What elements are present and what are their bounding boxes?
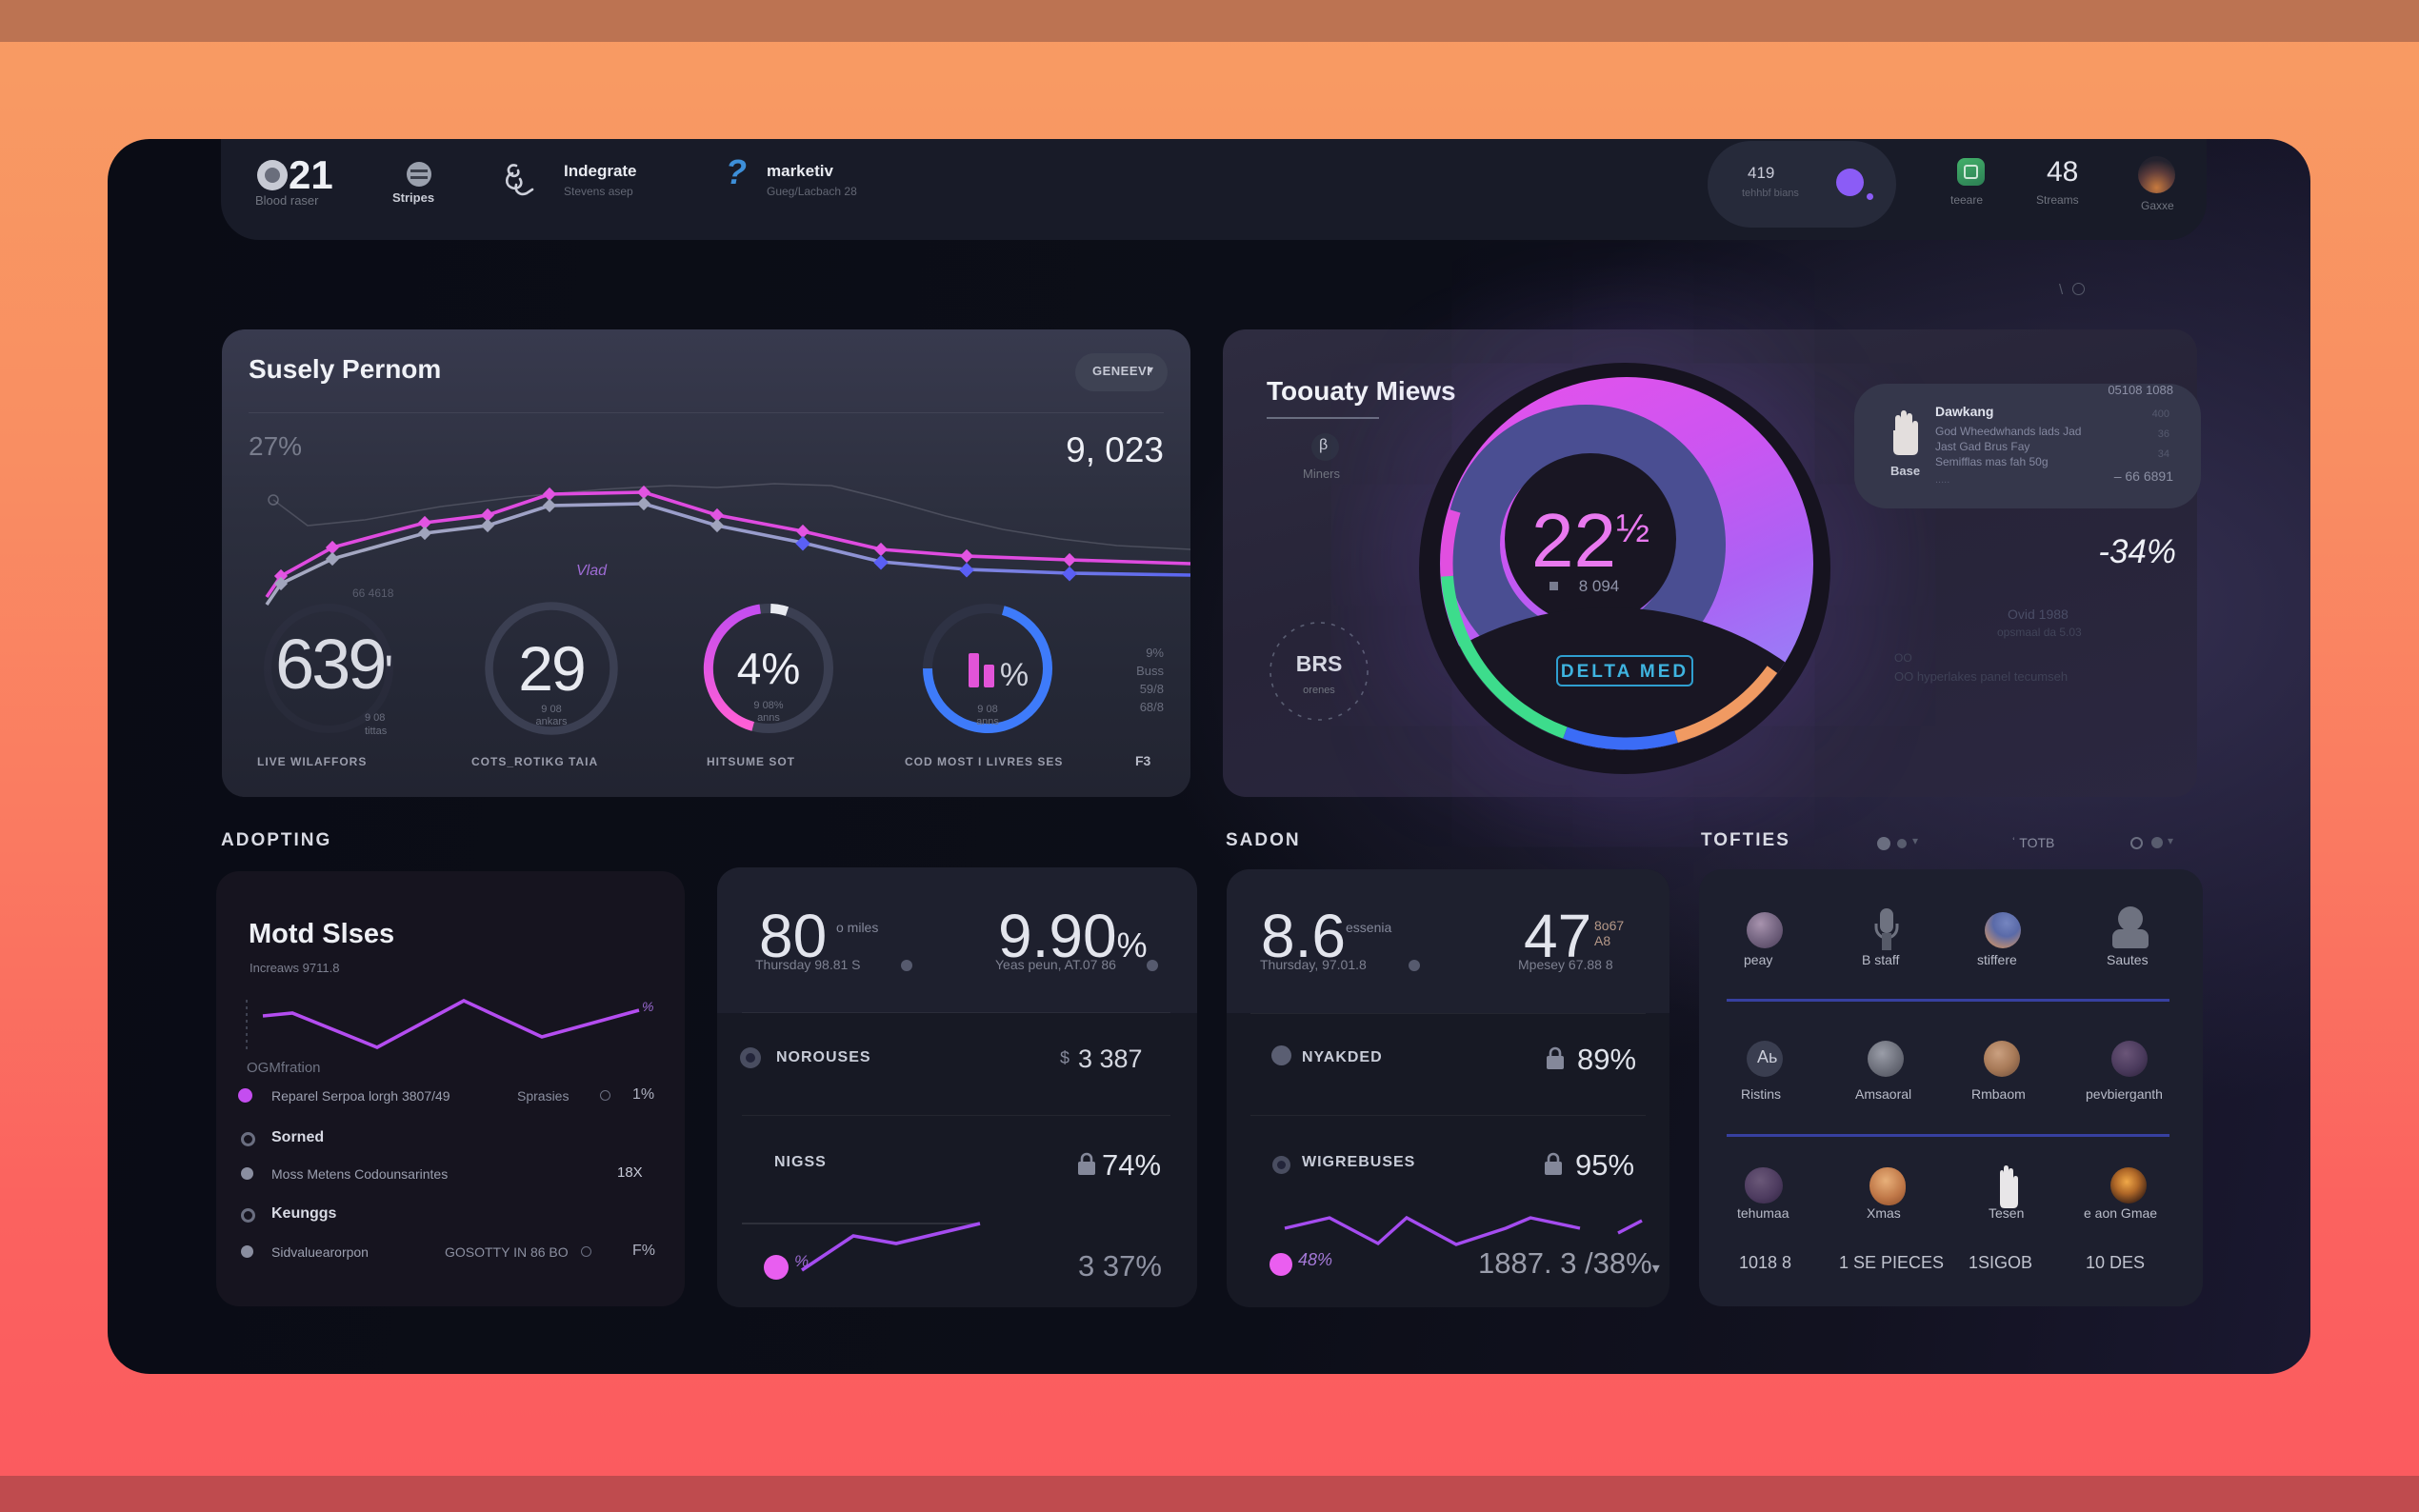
svg-text:9 08: 9 08 [541, 704, 561, 715]
svg-text:orenes: orenes [1303, 685, 1335, 696]
svg-text:8 094: 8 094 [1579, 577, 1620, 595]
svg-text:9 08%: 9 08% [753, 700, 783, 711]
svg-text:BRS: BRS [1296, 651, 1343, 676]
svg-text:9 08: 9 08 [977, 704, 997, 715]
svg-text:Vlad: Vlad [576, 563, 608, 579]
svg-text:anns: anns [757, 712, 780, 724]
svg-text:%: % [642, 999, 653, 1014]
svg-text:29: 29 [518, 633, 584, 704]
svg-text:66 4618: 66 4618 [352, 587, 394, 600]
svg-text:anns: anns [976, 716, 999, 727]
svg-text:%: % [1000, 657, 1029, 693]
svg-text:DELTA MED: DELTA MED [1561, 662, 1689, 682]
svg-text:ankars: ankars [535, 716, 568, 727]
svg-text:4%: 4% [737, 644, 800, 693]
